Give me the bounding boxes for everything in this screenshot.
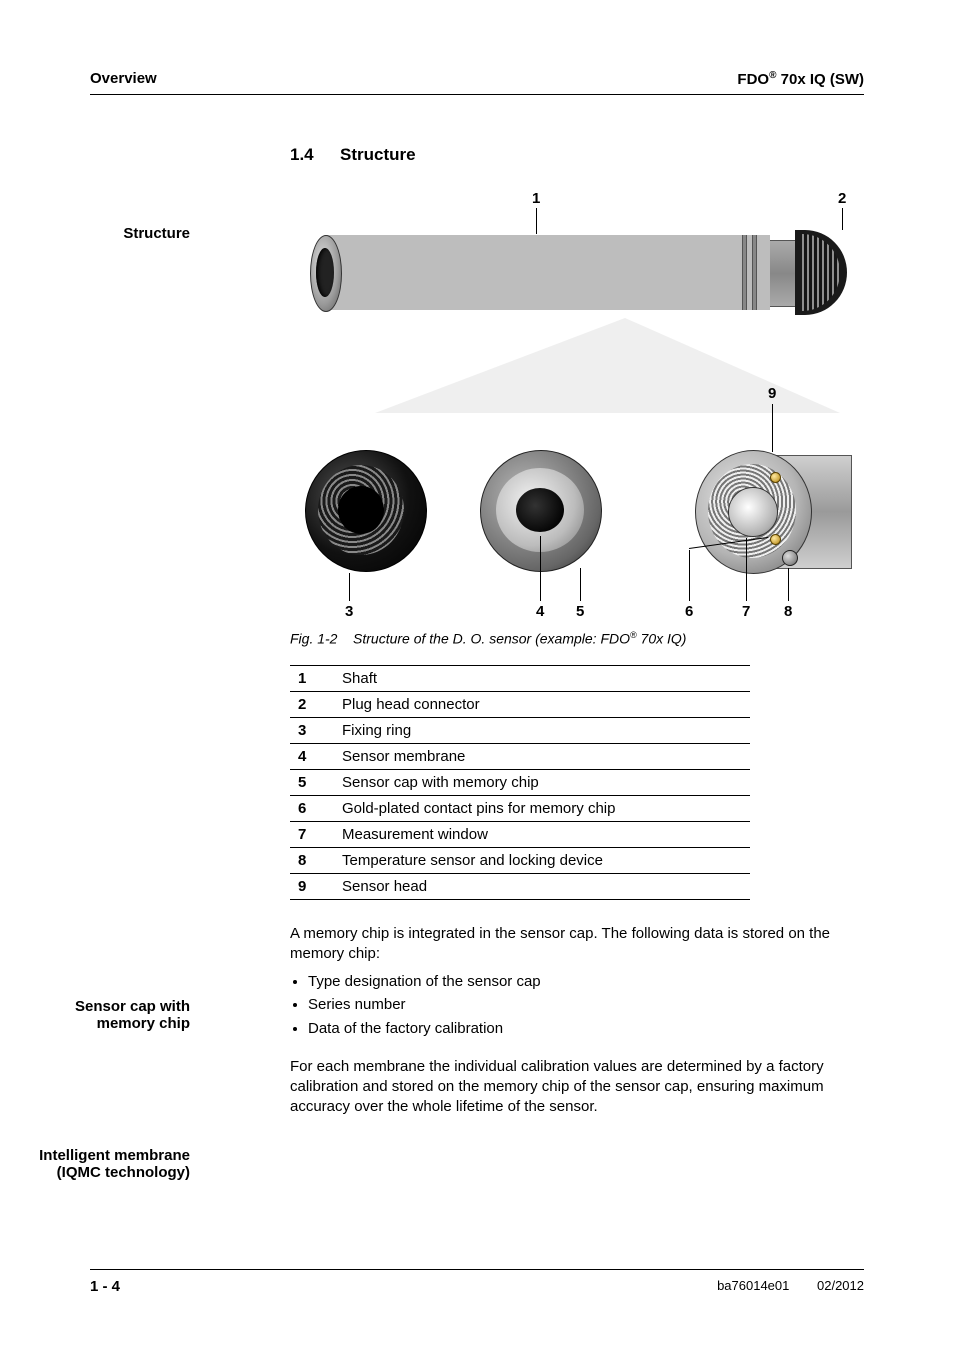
side-label-line2: memory chip <box>97 1015 190 1032</box>
leader-8 <box>788 568 789 601</box>
leader-3 <box>349 573 350 601</box>
page: Overview FDO® 70x IQ (SW) 1.4 Structure … <box>0 0 954 1350</box>
list-item: Data of the factory calibration <box>308 1019 865 1039</box>
leader-6 <box>689 550 690 601</box>
callout-3: 3 <box>345 603 353 620</box>
part-desc: Gold-plated contact pins for memory chip <box>334 795 750 821</box>
header-right: FDO® 70x IQ (SW) <box>737 70 864 88</box>
leader-4 <box>540 536 541 601</box>
callout-1: 1 <box>532 190 540 207</box>
part-num: 8 <box>290 847 334 873</box>
part-desc: Sensor cap with memory chip <box>334 769 750 795</box>
parts-table-body: 1Shaft 2Plug head connector 3Fixing ring… <box>290 665 750 899</box>
leader-1 <box>536 208 537 234</box>
part-desc: Fixing ring <box>334 717 750 743</box>
callout-2: 2 <box>838 190 846 207</box>
memory-chip-text: A memory chip is integrated in the senso… <box>290 924 865 965</box>
page-header: Overview FDO® 70x IQ (SW) <box>90 70 864 95</box>
fig-caption-text-a: Structure of the D. O. sensor (example: … <box>353 631 630 647</box>
section-title: Structure <box>340 145 416 165</box>
callout-4: 4 <box>536 603 544 620</box>
page-footer: 1 - 4 ba76014e01 02/2012 <box>90 1269 864 1295</box>
footer-meta: ba76014e01 02/2012 <box>693 1278 864 1295</box>
section-heading: 1.4 Structure <box>290 145 864 165</box>
table-row: 8Temperature sensor and locking device <box>290 847 750 873</box>
footer-page-number: 1 - 4 <box>90 1278 120 1295</box>
callout-5: 5 <box>576 603 584 620</box>
part-desc: Measurement window <box>334 821 750 847</box>
leader-5 <box>580 568 581 601</box>
list-item: Type designation of the sensor cap <box>308 972 865 992</box>
leader-9 <box>772 404 773 452</box>
sensor-membrane <box>516 488 564 532</box>
part-desc: Temperature sensor and locking device <box>334 847 750 873</box>
callout-6: 6 <box>685 603 693 620</box>
shaft-groove-2 <box>752 235 757 310</box>
side-label-intel-line1: Intelligent membrane <box>39 1147 190 1164</box>
part-num: 4 <box>290 743 334 769</box>
fig-caption-prefix: Fig. 1-2 <box>290 631 337 647</box>
figure-area: 1 2 9 <box>290 190 870 900</box>
contact-pin-1 <box>770 472 781 483</box>
sensor-diagram: 1 2 9 <box>290 190 850 620</box>
side-label-sensor-cap: Sensor cap with memory chip <box>10 998 190 1032</box>
part-num: 2 <box>290 691 334 717</box>
part-num: 7 <box>290 821 334 847</box>
part-num: 5 <box>290 769 334 795</box>
part-desc: Sensor head <box>334 873 750 899</box>
figure-caption: Fig. 1-2 Structure of the D. O. sensor (… <box>290 630 870 647</box>
callout-8: 8 <box>784 603 792 620</box>
side-label-intelligent: Intelligent membrane (IQMC technology) <box>10 1147 190 1181</box>
table-row: 6Gold-plated contact pins for memory chi… <box>290 795 750 821</box>
part-num: 6 <box>290 795 334 821</box>
side-label-intel-line2: (IQMC technology) <box>57 1164 190 1181</box>
footer-doc-id: ba76014e01 <box>717 1278 789 1293</box>
part-desc: Plug head connector <box>334 691 750 717</box>
memory-chip-bullets: Type designation of the sensor cap Serie… <box>290 972 865 1039</box>
temperature-sensor-nub <box>782 550 798 566</box>
part-num: 3 <box>290 717 334 743</box>
header-right-suffix: 70x IQ (SW) <box>776 71 864 88</box>
part-desc: Sensor membrane <box>334 743 750 769</box>
leader-7 <box>746 538 747 601</box>
table-row: 9Sensor head <box>290 873 750 899</box>
memory-chip-block: A memory chip is integrated in the senso… <box>290 924 865 1039</box>
part-num: 1 <box>290 665 334 691</box>
fig-caption-sup: ® <box>630 630 637 640</box>
fig-caption-text-b: 70x IQ) <box>637 631 687 647</box>
table-row: 5Sensor cap with memory chip <box>290 769 750 795</box>
parts-table: 1Shaft 2Plug head connector 3Fixing ring… <box>290 665 750 900</box>
part-desc: Shaft <box>334 665 750 691</box>
intelligent-text: For each membrane the individual calibra… <box>290 1057 865 1118</box>
side-label-structure: Structure <box>10 225 190 242</box>
callout-9: 9 <box>768 385 776 402</box>
part-num: 9 <box>290 873 334 899</box>
measurement-window <box>728 487 778 537</box>
list-item: Series number <box>308 995 865 1015</box>
footer-date: 02/2012 <box>817 1278 864 1293</box>
sensor-shaft-body <box>325 235 770 310</box>
header-right-prefix: FDO <box>737 71 769 88</box>
side-label-line1: Sensor cap with <box>75 998 190 1015</box>
intelligent-block: For each membrane the individual calibra… <box>290 1057 865 1118</box>
table-row: 7Measurement window <box>290 821 750 847</box>
callout-7: 7 <box>742 603 750 620</box>
table-row: 2Plug head connector <box>290 691 750 717</box>
table-row: 1Shaft <box>290 665 750 691</box>
leader-2 <box>842 208 843 230</box>
shaft-groove-1 <box>742 235 747 310</box>
fixing-ring-hole <box>338 486 384 534</box>
table-row: 3Fixing ring <box>290 717 750 743</box>
table-row: 4Sensor membrane <box>290 743 750 769</box>
shaft-left-bore <box>316 248 334 297</box>
section-number: 1.4 <box>290 145 340 165</box>
contact-pin-2 <box>770 534 781 545</box>
header-left: Overview <box>90 70 157 88</box>
